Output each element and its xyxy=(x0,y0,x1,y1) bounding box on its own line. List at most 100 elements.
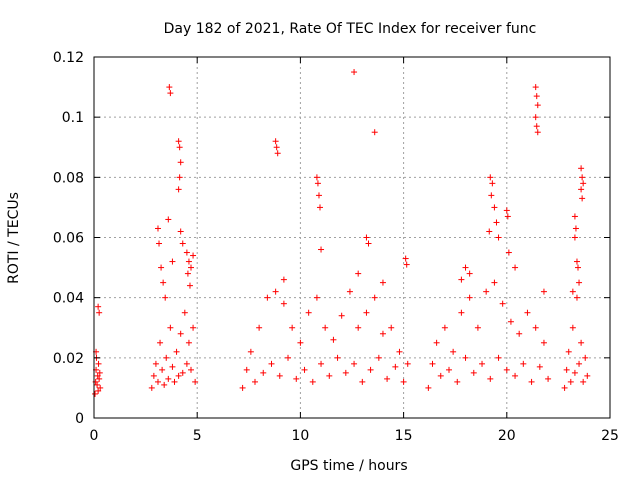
data-point xyxy=(322,324,329,331)
data-point xyxy=(173,348,180,355)
data-point xyxy=(192,378,199,385)
data-point xyxy=(175,138,182,145)
data-point xyxy=(402,255,409,262)
data-point xyxy=(264,294,271,301)
data-point xyxy=(293,375,300,382)
data-point xyxy=(388,324,395,331)
data-point xyxy=(516,330,523,337)
data-point xyxy=(315,192,322,199)
data-point xyxy=(179,240,186,247)
data-point xyxy=(495,354,502,361)
data-point xyxy=(512,372,519,379)
data-point xyxy=(429,360,436,367)
data-point xyxy=(162,294,169,301)
data-point xyxy=(301,366,308,373)
data-point xyxy=(160,279,167,286)
data-point xyxy=(92,390,99,397)
data-point xyxy=(94,381,101,388)
y-tick-label: 0.02 xyxy=(53,351,84,367)
data-point xyxy=(190,324,197,331)
data-point xyxy=(512,264,519,271)
data-point xyxy=(96,375,103,382)
data-point xyxy=(404,360,411,367)
data-point xyxy=(330,336,337,343)
data-point xyxy=(95,303,102,310)
data-point xyxy=(317,204,324,211)
data-point xyxy=(371,294,378,301)
data-point xyxy=(505,249,512,256)
data-point xyxy=(363,234,370,241)
data-point xyxy=(313,294,320,301)
data-point xyxy=(563,366,570,373)
data-point xyxy=(148,384,155,391)
data-point xyxy=(351,360,358,367)
data-point xyxy=(184,270,191,277)
data-point xyxy=(520,360,527,367)
data-point xyxy=(491,279,498,286)
data-point xyxy=(188,366,195,373)
data-point xyxy=(342,369,349,376)
data-point xyxy=(565,348,572,355)
data-point xyxy=(528,378,535,385)
data-point xyxy=(578,165,585,172)
x-tick-label: 0 xyxy=(90,428,99,444)
y-tick-label: 0.12 xyxy=(53,50,84,66)
y-axis-ticks: 0 0.02 0.04 0.06 0.08 0.1 0.12 xyxy=(53,50,610,427)
y-tick-label: 0.04 xyxy=(53,291,84,307)
data-point xyxy=(175,372,182,379)
y-tick-label: 0 xyxy=(75,411,84,427)
data-point xyxy=(280,300,287,307)
data-point xyxy=(305,309,312,316)
x-tick-label: 15 xyxy=(395,428,413,444)
data-point xyxy=(474,324,481,331)
data-point xyxy=(338,312,345,319)
data-point xyxy=(524,309,531,316)
data-point xyxy=(579,195,586,202)
data-point xyxy=(152,360,159,367)
data-point xyxy=(185,339,192,346)
data-point xyxy=(454,378,461,385)
data-point xyxy=(365,240,372,247)
data-point xyxy=(274,150,281,157)
data-point xyxy=(458,276,465,283)
y-tick-label: 0.08 xyxy=(53,170,84,186)
x-axis-ticks: 0 5 10 15 20 25 xyxy=(90,57,619,444)
data-point xyxy=(297,339,304,346)
data-point xyxy=(359,378,366,385)
data-point xyxy=(167,90,174,97)
data-point xyxy=(489,180,496,187)
data-point xyxy=(158,264,165,271)
data-point xyxy=(487,375,494,382)
data-point xyxy=(425,384,432,391)
data-point xyxy=(384,375,391,382)
data-point xyxy=(540,288,547,295)
data-point xyxy=(272,288,279,295)
data-point xyxy=(573,258,580,265)
data-point xyxy=(355,324,362,331)
data-point xyxy=(446,366,453,373)
data-point xyxy=(491,204,498,211)
data-point xyxy=(379,279,386,286)
data-point xyxy=(483,288,490,295)
data-point xyxy=(584,372,591,379)
data-point xyxy=(183,360,190,367)
data-point xyxy=(176,174,183,181)
data-point xyxy=(326,372,333,379)
data-point xyxy=(400,378,407,385)
data-point xyxy=(569,324,576,331)
data-point xyxy=(532,114,539,121)
data-point xyxy=(576,360,583,367)
y-axis-label: ROTI / TECUs xyxy=(6,192,22,284)
data-point xyxy=(169,363,176,370)
data-point xyxy=(503,366,510,373)
data-point xyxy=(533,93,540,100)
data-point xyxy=(580,180,587,187)
data-point xyxy=(239,384,246,391)
data-point xyxy=(351,69,358,76)
data-point xyxy=(396,348,403,355)
data-point xyxy=(167,324,174,331)
data-point xyxy=(247,348,254,355)
data-point xyxy=(150,372,157,379)
data-point xyxy=(567,378,574,385)
data-point xyxy=(161,381,168,388)
